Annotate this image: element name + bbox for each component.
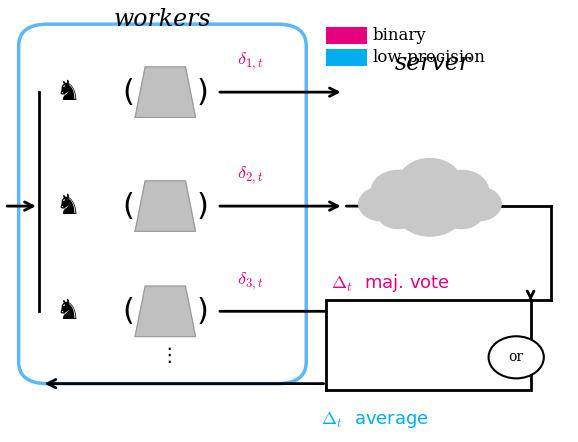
Text: ♞: ♞ bbox=[55, 297, 80, 325]
Text: $\vdots$: $\vdots$ bbox=[159, 345, 172, 365]
Text: $\delta_{3,t}$: $\delta_{3,t}$ bbox=[237, 270, 264, 292]
Text: ♞: ♞ bbox=[55, 192, 80, 220]
Text: ): ) bbox=[197, 297, 209, 326]
Text: $\delta_{2,t}$: $\delta_{2,t}$ bbox=[237, 165, 264, 187]
Bar bbox=[327, 27, 366, 44]
Bar bbox=[327, 301, 531, 390]
Text: (: ( bbox=[122, 297, 134, 326]
Text: workers: workers bbox=[114, 8, 211, 31]
Text: (: ( bbox=[122, 78, 134, 107]
Text: low-precision: low-precision bbox=[372, 49, 486, 66]
Circle shape bbox=[488, 336, 544, 378]
Text: ): ) bbox=[197, 78, 209, 107]
Text: $\delta_{1,t}$: $\delta_{1,t}$ bbox=[237, 51, 264, 72]
Circle shape bbox=[456, 187, 502, 221]
Text: (: ( bbox=[122, 191, 134, 221]
Text: $\Delta_t$  maj. vote: $\Delta_t$ maj. vote bbox=[331, 272, 450, 294]
Circle shape bbox=[376, 196, 420, 229]
Text: binary: binary bbox=[372, 27, 426, 44]
Text: ): ) bbox=[197, 191, 209, 221]
Circle shape bbox=[398, 158, 462, 206]
Polygon shape bbox=[135, 67, 195, 117]
Bar bbox=[327, 49, 366, 66]
Polygon shape bbox=[135, 181, 195, 231]
Text: or: or bbox=[509, 351, 524, 364]
Circle shape bbox=[402, 190, 458, 232]
Polygon shape bbox=[135, 286, 195, 336]
Circle shape bbox=[440, 196, 483, 229]
Text: server: server bbox=[395, 52, 471, 75]
Circle shape bbox=[395, 184, 465, 237]
Text: ♞: ♞ bbox=[55, 78, 80, 106]
Circle shape bbox=[434, 170, 489, 212]
Circle shape bbox=[370, 170, 426, 212]
Text: $\Delta_t$  average: $\Delta_t$ average bbox=[321, 410, 429, 430]
Circle shape bbox=[358, 187, 404, 221]
